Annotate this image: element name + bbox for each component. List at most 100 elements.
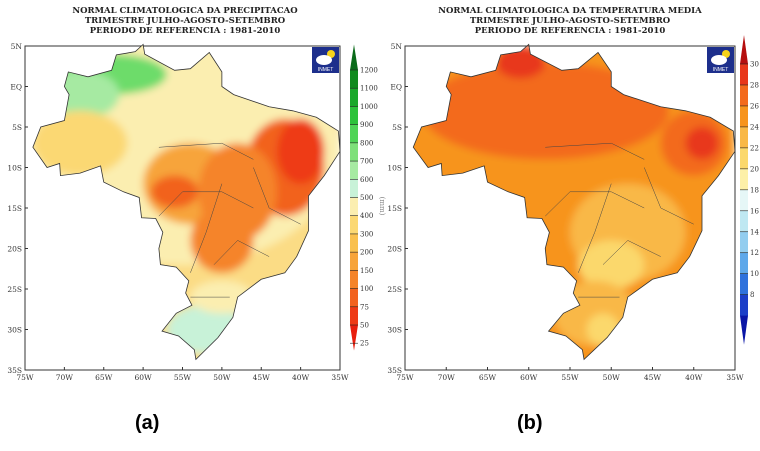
colorbar-label: 600 xyxy=(360,176,373,184)
colorbar-label: 1100 xyxy=(360,85,378,93)
colorbar-label: 900 xyxy=(360,121,373,129)
colorbar-label: 20 xyxy=(750,165,759,173)
lat-label: 35S xyxy=(387,366,402,375)
colorbar-label: 400 xyxy=(360,212,373,220)
brazil-border xyxy=(32,43,341,361)
colorbar-label: 800 xyxy=(360,139,373,147)
lat-label: 25S xyxy=(387,285,402,294)
logo-text: INMET xyxy=(713,67,729,73)
colorbar-swatch xyxy=(740,147,748,170)
lat-label: EQ xyxy=(390,83,402,92)
lon-label: 65W xyxy=(479,373,497,382)
colorbar-swatch xyxy=(740,294,748,317)
lat-label: 30S xyxy=(7,326,22,335)
state-border xyxy=(158,191,254,217)
colorbar-arrow-bottom xyxy=(350,325,358,351)
state-border xyxy=(545,191,645,217)
lon-label: 45W xyxy=(253,373,271,382)
panel-a-caption: (a) xyxy=(135,412,160,434)
colorbar-swatch xyxy=(740,105,748,128)
lon-label: 35W xyxy=(726,373,744,382)
colorbar-label: 10 xyxy=(750,270,759,278)
lon-label: 70W xyxy=(56,373,74,382)
lat-label: 25S xyxy=(7,285,22,294)
colorbar-label: 28 xyxy=(750,81,759,89)
colorbar-swatch xyxy=(740,273,748,296)
colorbar-label: 25 xyxy=(360,340,369,348)
cloud-icon xyxy=(316,55,332,65)
lon-label: 60W xyxy=(520,373,538,382)
lon-label: 60W xyxy=(134,373,152,382)
panel-b-title: NORMAL CLIMATOLOGICA DA TEMPERATURA MEDI… xyxy=(438,6,702,36)
lat-label: 5N xyxy=(11,42,23,51)
colorbar-swatch xyxy=(350,88,358,107)
colorbar-swatch xyxy=(740,64,748,86)
lon-label: 50W xyxy=(213,373,231,382)
lon-label: 55W xyxy=(174,373,192,382)
colorbar-swatch xyxy=(350,252,358,271)
colorbar-arrow-top xyxy=(740,34,748,64)
colorbar-swatch xyxy=(350,161,358,180)
state-border xyxy=(190,183,223,273)
region-shade xyxy=(151,175,199,208)
colorbar-label: 200 xyxy=(360,249,373,257)
lon-label: 75W xyxy=(16,373,34,382)
colorbar-label: 16 xyxy=(750,207,759,215)
lat-label: 5N xyxy=(391,42,403,51)
lon-label: 35W xyxy=(331,373,349,382)
colorbar-label: 22 xyxy=(750,144,759,152)
lon-label: 40W xyxy=(685,373,703,382)
state-border xyxy=(158,142,254,160)
colorbar-label: 12 xyxy=(750,249,759,257)
colorbar-label: 150 xyxy=(360,267,373,275)
colorbar-label: 500 xyxy=(360,194,373,202)
lat-label: 10S xyxy=(7,164,22,173)
lon-label: 70W xyxy=(438,373,456,382)
panel-a-map: 75W 70W 65W 60W 55W 50W 45W 40W 35W 5N EQ 5S 10S 15S 2… xyxy=(7,42,349,382)
state-border xyxy=(213,240,270,265)
lat-label: 15S xyxy=(387,204,402,213)
colorbar-swatch xyxy=(740,210,748,233)
lat-label: 30S xyxy=(387,326,402,335)
panel-a-title: NORMAL CLIMATOLOGICA DA PRECIPITACAO TRI… xyxy=(72,6,298,36)
colorbar-label: 75 xyxy=(360,303,369,311)
colorbar-label: 700 xyxy=(360,158,373,166)
panel-b-colorbar: 30 28 26 24 22 20 18 16 14 12 10 8 xyxy=(740,34,759,345)
lat-label: 15S xyxy=(7,204,22,213)
state-border xyxy=(253,167,301,225)
panel-a-inmet-logo: INMET xyxy=(312,47,339,73)
colorbar-swatch xyxy=(740,168,748,191)
region-shade xyxy=(32,110,128,176)
colorbar-swatch xyxy=(740,252,748,275)
colorbar-swatch xyxy=(350,124,358,144)
colorbar-arrow-top xyxy=(350,44,358,70)
lat-label: 20S xyxy=(7,245,22,254)
colorbar-swatch xyxy=(350,233,358,253)
state-border xyxy=(545,142,645,160)
colorbar-label: 300 xyxy=(360,230,373,238)
panel-b-caption: (b) xyxy=(517,412,543,434)
colorbar-label: 1200 xyxy=(360,67,378,75)
lon-label: 65W xyxy=(95,373,113,382)
colorbar-swatch xyxy=(740,84,748,107)
colorbar-unit: (mm) xyxy=(378,197,386,216)
lat-label: 35S xyxy=(7,366,22,375)
colorbar-swatch xyxy=(350,106,358,126)
brazil-border xyxy=(412,43,736,361)
cloud-icon xyxy=(711,55,727,65)
lon-label: 75W xyxy=(396,373,414,382)
lat-label: 5S xyxy=(392,123,402,132)
lon-label: 50W xyxy=(603,373,621,382)
lon-label: 45W xyxy=(644,373,662,382)
colorbar-label: 100 xyxy=(360,285,373,293)
colorbar-label: 26 xyxy=(750,102,759,110)
sun-icon xyxy=(722,50,730,58)
colorbar-label: 14 xyxy=(750,228,759,236)
region-shade xyxy=(190,208,254,273)
sun-icon xyxy=(327,50,335,58)
lon-label: 55W xyxy=(561,373,579,382)
colorbar-swatch xyxy=(740,189,748,212)
region-shade xyxy=(277,118,325,184)
region-shade xyxy=(421,62,669,160)
